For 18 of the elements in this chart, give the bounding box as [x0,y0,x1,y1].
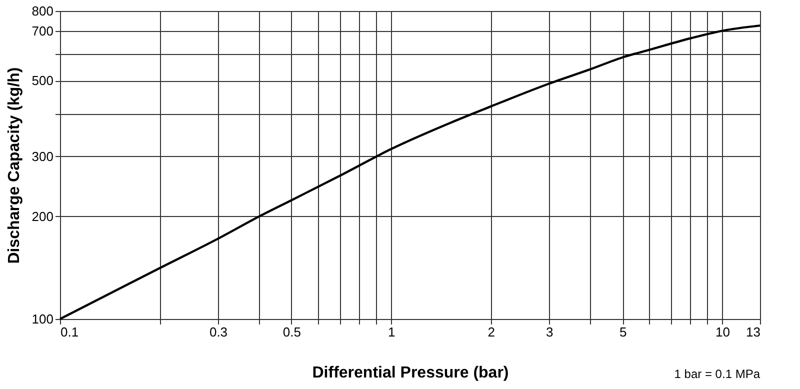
x-tick-label: 2 [488,324,495,340]
x-tick-label: 5 [619,324,627,340]
y-tick-label: 200 [32,208,54,224]
y-tick-label: 500 [32,73,54,88]
x-tick-label: 13 [746,324,760,340]
y-tick-label: 300 [32,148,54,164]
text: 1 bar = 0.1 MPa [674,367,760,381]
y-axis-title: Discharge Capacity (kg/h) [6,67,23,264]
y-tick-label: 800 [32,4,54,18]
x-tick-label: 10 [716,324,730,340]
x-tick-label: 3 [546,324,554,340]
x-tick-label: 1 [388,324,396,340]
x-tick-label: 0.1 [60,324,79,340]
x-tick-label: 0.3 [209,324,228,340]
x-axis-title: Differential Pressure (bar) [312,364,509,382]
x-tick-label: 0.5 [282,324,301,340]
y-tick-label: 700 [32,23,54,38]
y-tick-label: 100 [32,312,54,326]
